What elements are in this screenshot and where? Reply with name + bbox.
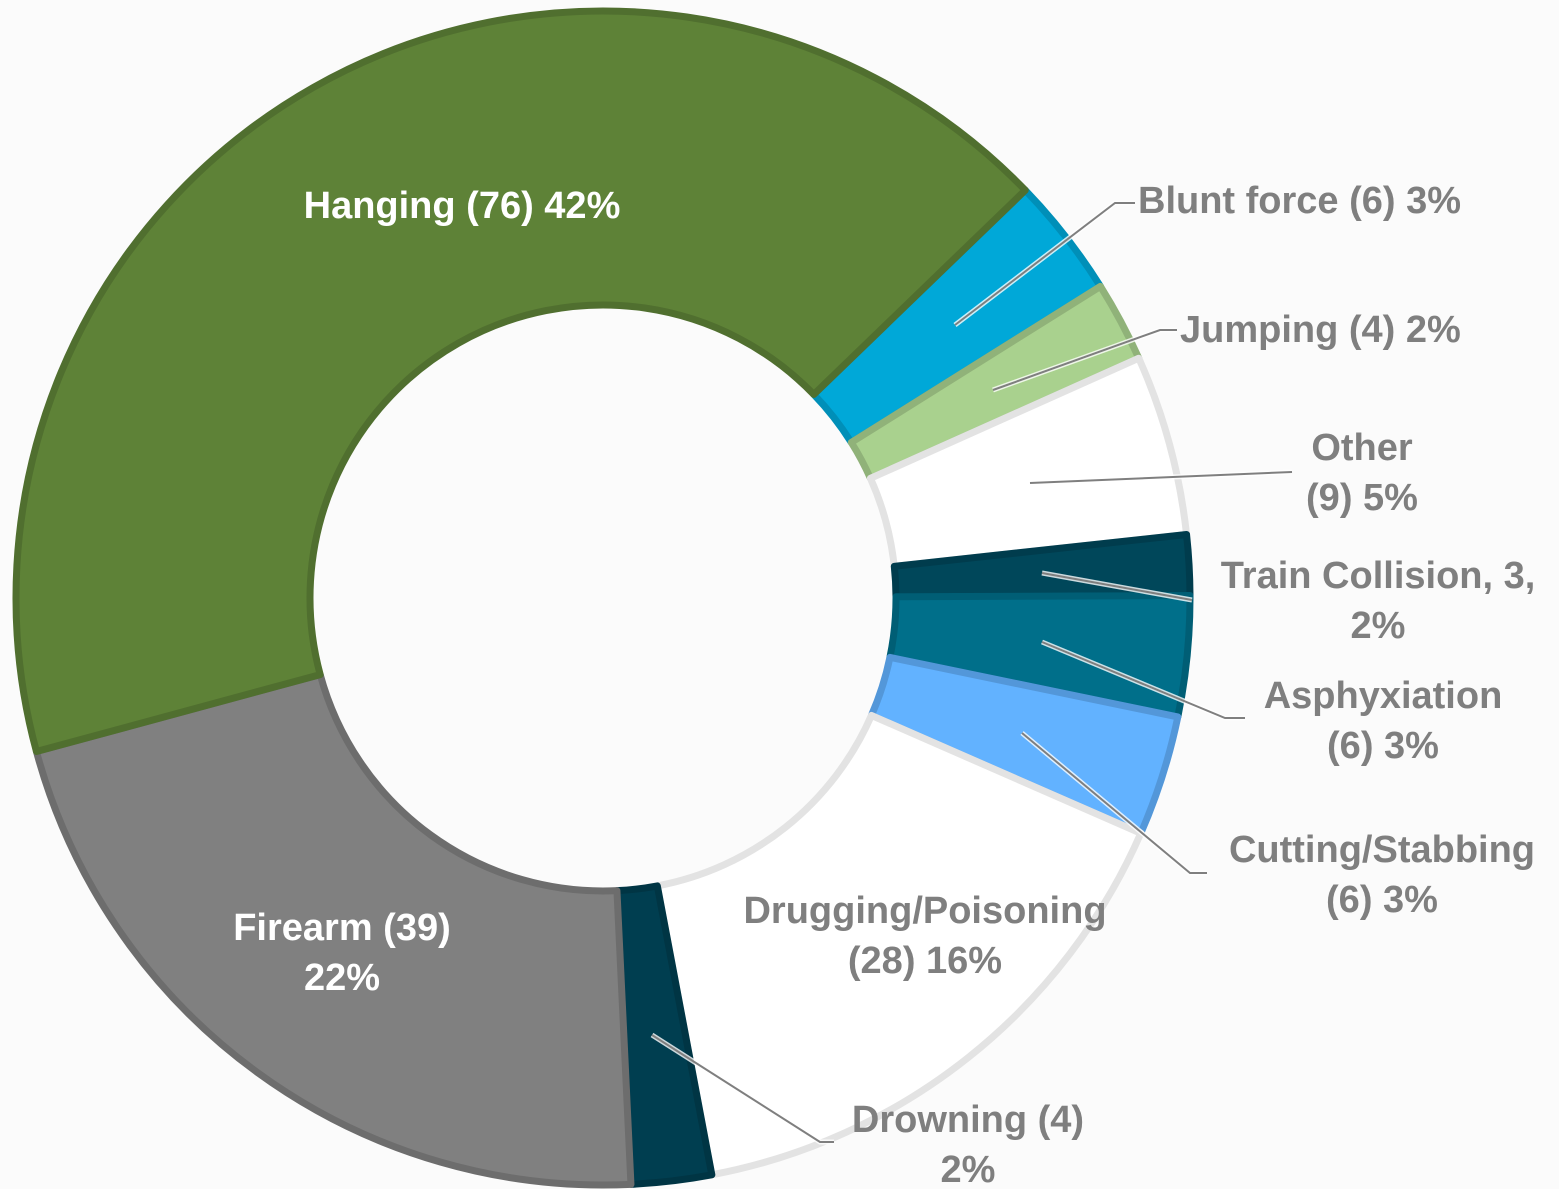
data-label: Jumping (4) 2%: [1180, 309, 1461, 351]
data-label: Asphyxiation (6) 3%: [1264, 675, 1503, 767]
leader-line: [1021, 732, 1207, 874]
slice: [32, 671, 635, 1189]
leader-line: [992, 329, 1177, 391]
slice: [653, 711, 1145, 1179]
data-label: Blunt force (6) 3%: [1138, 180, 1461, 222]
leader-line: [1029, 471, 1293, 484]
label-line: Blunt force (6) 3%: [1138, 180, 1461, 222]
data-label: Train Collision, 3, 2%: [1221, 555, 1536, 647]
leader-line: [1041, 641, 1245, 719]
label-line: Train Collision, 3,: [1221, 555, 1536, 597]
label-line: (28) 16%: [848, 940, 1002, 982]
label-line: (6) 3%: [1327, 725, 1439, 767]
data-label: Drowning (4) 2%: [852, 1099, 1084, 1189]
label-line: Cutting/Stabbing: [1229, 829, 1535, 871]
label-line: Asphyxiation: [1264, 675, 1503, 717]
label-line: (6) 3%: [1326, 879, 1438, 921]
label-line: Other: [1311, 427, 1413, 469]
slice: [12, 7, 1029, 756]
label-line: 2%: [1351, 605, 1406, 647]
leader-line: [954, 202, 1135, 326]
data-label: Cutting/Stabbing (6) 3%: [1229, 829, 1535, 921]
data-label: Firearm (39) 22%: [233, 907, 451, 999]
data-label: Drugging/Poisoning (28) 16%: [743, 890, 1106, 982]
label-line: Hanging (76) 42%: [304, 185, 621, 227]
label-line: 2%: [941, 1149, 996, 1189]
label-line: (9) 5%: [1306, 477, 1418, 519]
label-line: Firearm (39): [233, 907, 451, 949]
label-line: Drugging/Poisoning: [743, 890, 1106, 932]
label-line: Drowning (4): [852, 1099, 1084, 1141]
data-label: Hanging (76) 42%: [304, 185, 621, 227]
leader-line: [651, 1034, 834, 1143]
label-line: 22%: [304, 957, 380, 999]
leader-line: [1041, 572, 1193, 601]
label-line: Jumping (4) 2%: [1180, 309, 1461, 351]
data-label: Other (9) 5%: [1306, 427, 1418, 519]
